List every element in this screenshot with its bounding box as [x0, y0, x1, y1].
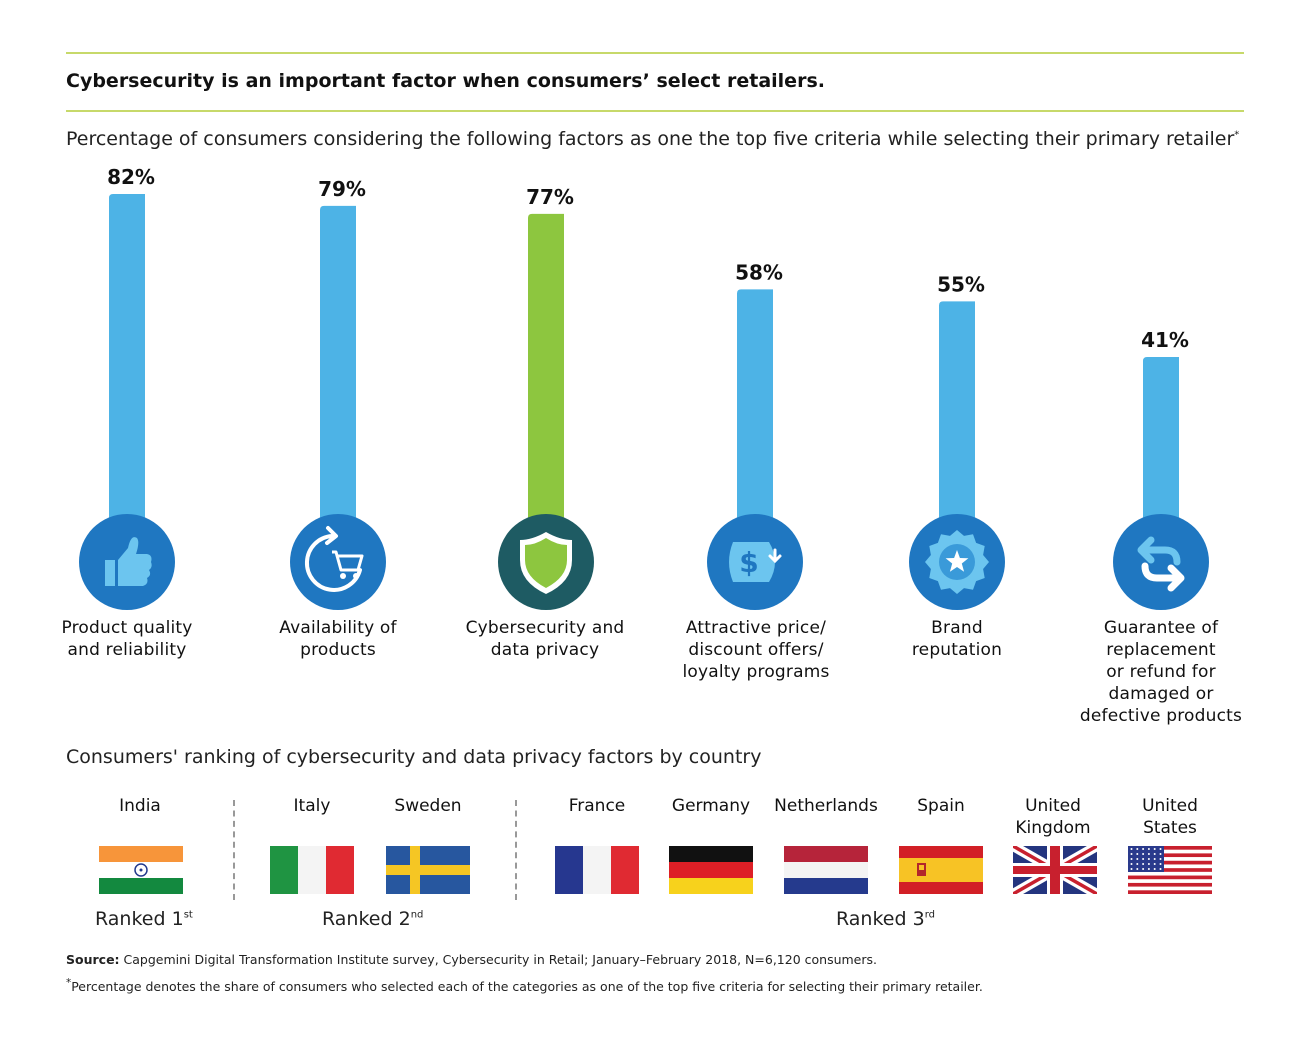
united-states-flag-icon	[1128, 846, 1212, 894]
rank-label-1-text: Ranked 1	[95, 908, 184, 930]
bar-group-4: 58% $	[707, 260, 803, 610]
bar-1	[109, 194, 145, 520]
price-tag-icon: $	[729, 542, 782, 582]
rank-label-1-suffix: st	[183, 909, 193, 921]
country-united-states: United States	[1142, 796, 1198, 838]
svg-text:$: $	[739, 546, 758, 579]
bar-2	[320, 205, 356, 521]
value-label-2: 79%	[318, 177, 366, 201]
subtitle-footnote-mark: *	[1234, 129, 1240, 141]
bar-group-5: 55%	[909, 272, 1005, 610]
bar-group-2: 79%	[290, 177, 386, 610]
footnote-line: *Percentage denotes the share of consume…	[66, 977, 983, 994]
subtitle-text: Percentage of consumers considering the …	[66, 128, 1235, 150]
country-france: France	[568, 796, 626, 816]
source-text: Capgemini Digital Transformation Institu…	[119, 952, 877, 967]
italy-flag-icon	[270, 846, 354, 894]
country-india: India	[119, 796, 161, 816]
netherlands-flag-icon	[784, 846, 868, 894]
ranking-title: Consumers' ranking of cybersecurity and …	[66, 746, 762, 768]
bar-group-6: 41%	[1113, 328, 1209, 610]
rank-label-2-text: Ranked 2	[322, 908, 411, 930]
chart-subtitle: Percentage of consumers considering the …	[66, 128, 1239, 150]
bar-4	[737, 289, 773, 520]
country-united-kingdom: United Kingdom	[1015, 796, 1091, 838]
icon-circle-6	[1113, 514, 1209, 610]
thumbs-up-icon	[105, 537, 152, 586]
france-flag-icon	[555, 846, 639, 894]
rank-label-3: Ranked 3rd	[836, 908, 935, 930]
country-sweden: Sweden	[394, 796, 462, 816]
india-flag-icon	[99, 846, 183, 894]
source-line: Source: Capgemini Digital Transformation…	[66, 952, 877, 967]
group-divider-1	[233, 800, 235, 900]
category-label-3: Cybersecurity and data privacy	[465, 618, 625, 660]
sweden-flag-icon	[386, 846, 470, 894]
spain-flag-icon	[899, 846, 983, 894]
united-kingdom-flag-icon	[1013, 846, 1097, 894]
return-arrows-icon	[1137, 536, 1185, 592]
top-rule	[66, 52, 1244, 54]
title-rule	[66, 110, 1244, 112]
bar-5	[939, 301, 975, 520]
bar-chart: 82% 79% 77% 58% $55% 41%	[79, 165, 1209, 610]
bar-group-1: 82%	[79, 165, 175, 610]
source-label: Source:	[66, 952, 120, 967]
rank-label-3-text: Ranked 3	[836, 908, 925, 930]
country-germany: Germany	[671, 796, 751, 816]
category-label-2: Availability of products	[279, 618, 397, 660]
value-label-5: 55%	[937, 272, 985, 296]
germany-flag-icon	[669, 846, 753, 894]
footnote-text: Percentage denotes the share of consumer…	[71, 979, 983, 995]
bar-3	[528, 213, 564, 520]
chart-title: Cybersecurity is an important factor whe…	[66, 70, 825, 92]
country-netherlands: Netherlands	[774, 796, 878, 816]
category-label-5: Brand reputation	[911, 618, 1003, 660]
category-label-6: Guarantee of replacement or refund for d…	[1079, 618, 1243, 726]
cart-refresh-icon	[304, 526, 364, 592]
bar-6	[1143, 357, 1179, 520]
value-label-1: 82%	[107, 165, 155, 189]
country-spain: Spain	[917, 796, 965, 816]
shield-icon	[520, 532, 572, 594]
star-badge-icon	[925, 530, 989, 594]
value-label-6: 41%	[1141, 328, 1189, 352]
footnote-mark: *	[66, 977, 72, 989]
bar-group-3: 77%	[498, 185, 594, 610]
country-italy: Italy	[293, 796, 331, 816]
category-label-4: Attractive price/ discount offers/ loyal…	[682, 618, 830, 682]
value-label-3: 77%	[526, 185, 574, 209]
rank-label-3-suffix: rd	[924, 909, 935, 921]
rank-label-2-suffix: nd	[410, 909, 424, 921]
group-divider-2	[515, 800, 517, 900]
rank-label-1: Ranked 1st	[95, 908, 193, 930]
category-label-1: Product quality and reliability	[61, 618, 193, 660]
rank-label-2: Ranked 2nd	[322, 908, 423, 930]
value-label-4: 58%	[735, 260, 783, 284]
